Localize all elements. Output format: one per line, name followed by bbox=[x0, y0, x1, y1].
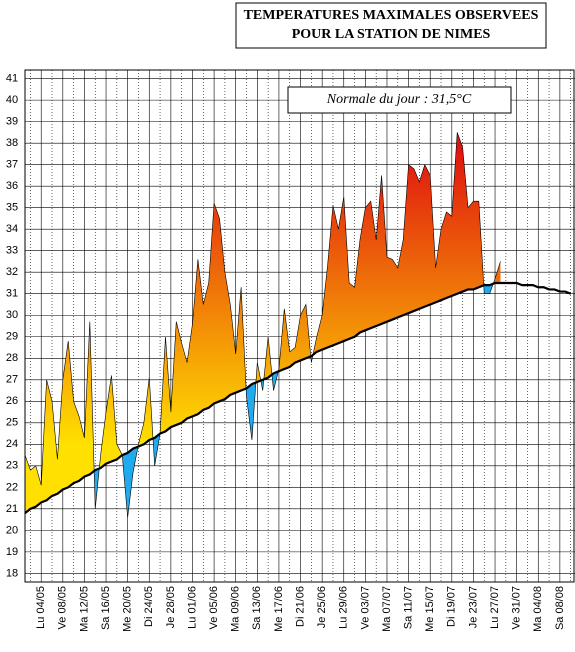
x-tick-label: Ma 07/07 bbox=[381, 586, 393, 632]
plot-frame bbox=[24, 69, 575, 583]
x-tick-label: Sa 11/07 bbox=[403, 586, 415, 629]
x-tick-label: Lu 01/06 bbox=[186, 586, 198, 629]
y-tick-label: 37 bbox=[6, 159, 18, 171]
y-tick-label: 29 bbox=[6, 331, 18, 343]
x-tick-label: Je 28/05 bbox=[165, 586, 177, 628]
x-tick-label: Me 17/06 bbox=[273, 586, 285, 632]
x-tick-label: Lu 27/07 bbox=[489, 586, 501, 629]
annotation-box bbox=[287, 86, 512, 114]
y-tick-label: 24 bbox=[6, 438, 18, 450]
y-tick-label: 41 bbox=[6, 73, 18, 85]
x-tick-label: Sa 13/06 bbox=[251, 586, 263, 630]
x-tick-label: Sa 16/05 bbox=[100, 586, 112, 630]
y-tick-label: 28 bbox=[6, 352, 18, 364]
x-tick-label: Ve 08/05 bbox=[57, 586, 69, 629]
chart-title: TEMPERATURES MAXIMALES OBSERVEES bbox=[244, 8, 539, 23]
y-tick-label: 21 bbox=[6, 503, 18, 515]
x-tick-label: Je 23/07 bbox=[467, 586, 479, 628]
y-tick-label: 39 bbox=[6, 116, 18, 128]
y-tick-label: 26 bbox=[6, 395, 18, 407]
x-tick-label: Ma 09/06 bbox=[230, 586, 242, 632]
x-tick-label: Je 25/06 bbox=[316, 586, 328, 628]
y-tick-label: 35 bbox=[6, 202, 18, 214]
chart-title: POUR LA STATION DE NIMES bbox=[292, 27, 491, 42]
y-tick-label: 33 bbox=[6, 245, 18, 257]
x-tick-label: Ma 04/08 bbox=[532, 586, 544, 632]
y-tick-label: 20 bbox=[6, 524, 18, 536]
x-tick-label: Di 21/06 bbox=[294, 586, 306, 627]
y-tick-label: 25 bbox=[6, 417, 18, 429]
y-tick-label: 19 bbox=[6, 546, 18, 558]
y-tick-label: 30 bbox=[6, 309, 18, 321]
y-tick-label: 31 bbox=[6, 288, 18, 300]
title-box bbox=[235, 2, 547, 49]
y-tick-label: 23 bbox=[6, 460, 18, 472]
y-tick-label: 18 bbox=[6, 567, 18, 579]
y-tick-label: 27 bbox=[6, 374, 18, 386]
observed-line bbox=[24, 132, 501, 518]
x-tick-label: Ve 05/06 bbox=[208, 586, 220, 629]
x-tick-label: Sa 08/08 bbox=[554, 586, 566, 630]
x-tick-label: Di 24/05 bbox=[143, 586, 155, 627]
y-tick-label: 34 bbox=[6, 223, 18, 235]
x-tick-label: Ma 12/05 bbox=[78, 586, 90, 632]
annotation: Normale du jour : 31,5°C bbox=[326, 92, 472, 107]
y-tick-label: 32 bbox=[6, 266, 18, 278]
x-tick-label: Ve 03/07 bbox=[359, 586, 371, 629]
x-tick-label: Me 20/05 bbox=[122, 586, 134, 632]
x-tick-label: Di 19/07 bbox=[446, 586, 458, 627]
y-tick-label: 40 bbox=[6, 94, 18, 106]
x-tick-label: Lu 29/06 bbox=[338, 586, 350, 629]
above-normal-fill bbox=[25, 132, 501, 514]
x-tick-label: Ve 31/07 bbox=[511, 586, 523, 629]
normal-line bbox=[24, 281, 572, 515]
y-tick-label: 22 bbox=[6, 481, 18, 493]
y-tick-label: 38 bbox=[6, 137, 18, 149]
x-tick-label: Lu 04/05 bbox=[35, 586, 47, 629]
y-tick-label: 36 bbox=[6, 180, 18, 192]
x-tick-label: Me 15/07 bbox=[424, 586, 436, 632]
